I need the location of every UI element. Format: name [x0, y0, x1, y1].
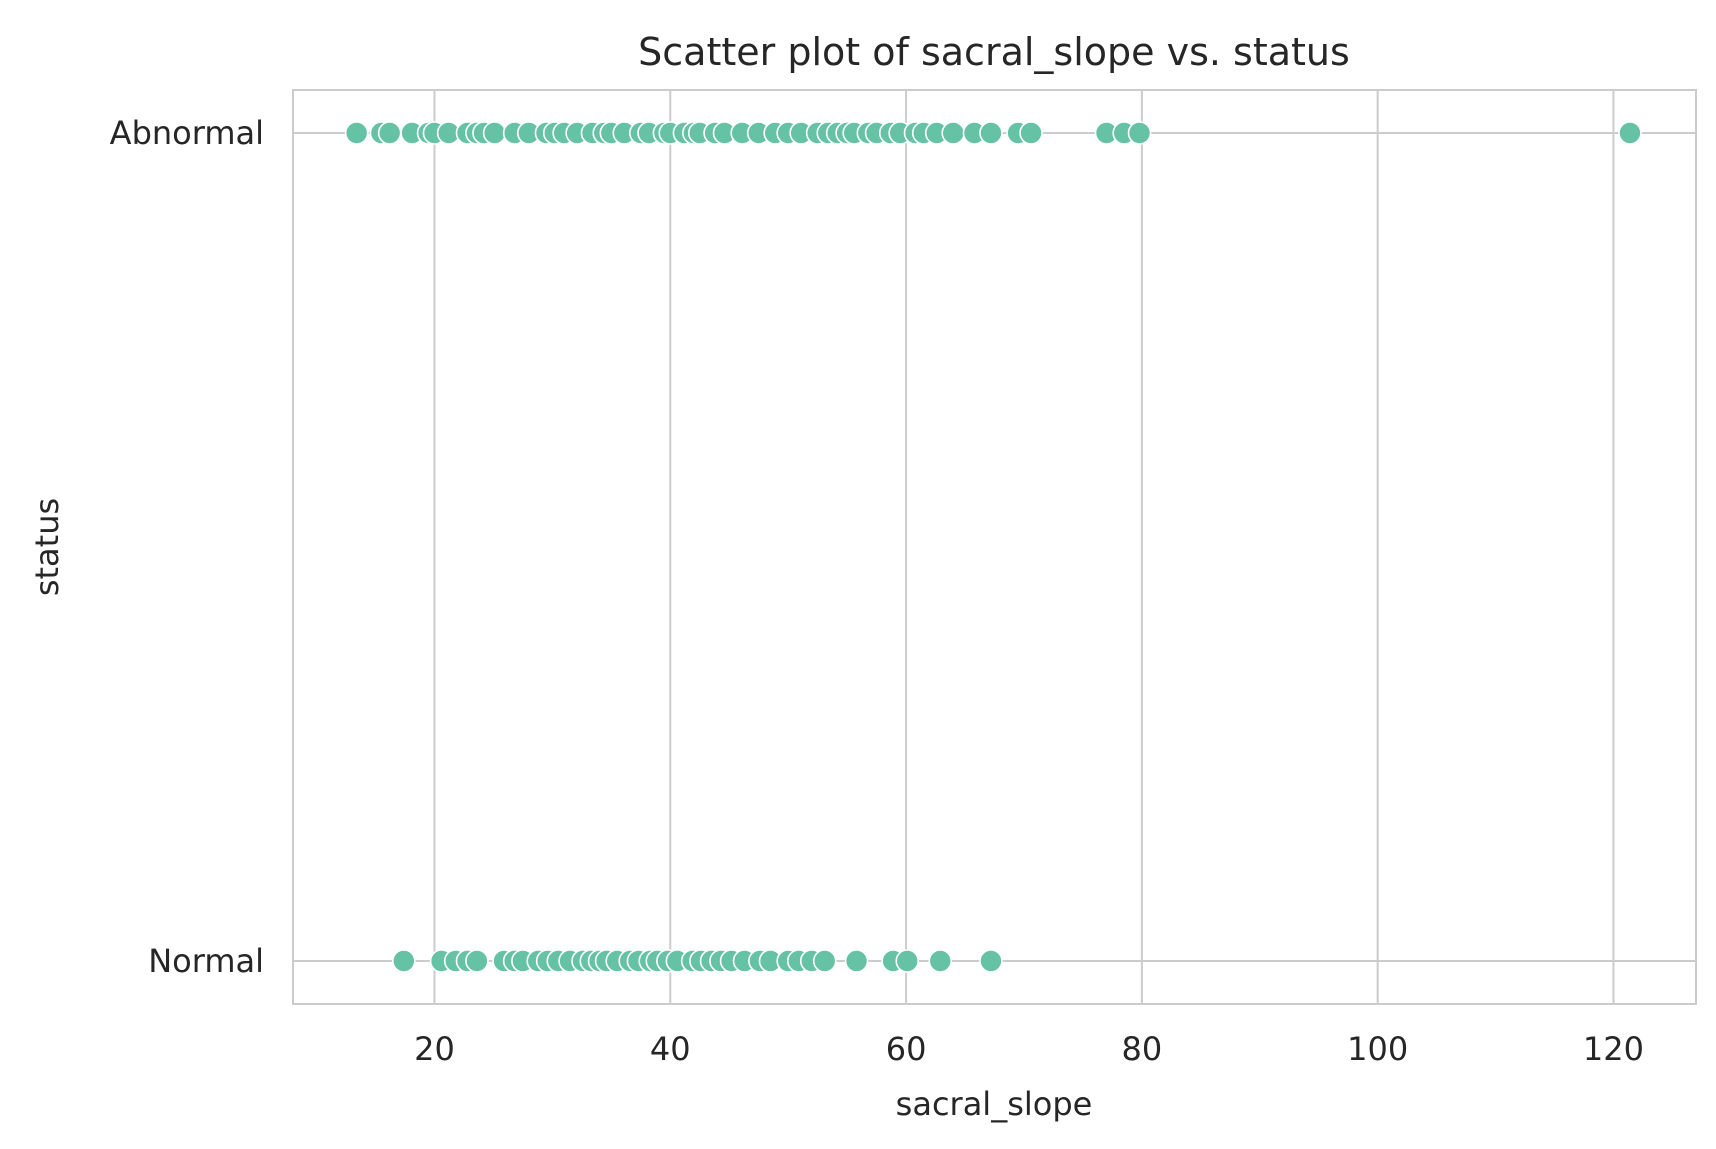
- x-tick-label: 60: [886, 1030, 927, 1068]
- data-point-normal: [465, 949, 489, 973]
- data-point-abnormal: [1019, 121, 1043, 145]
- data-point-normal: [844, 949, 869, 973]
- data-point-normal: [928, 949, 953, 973]
- y-tick-label-normal: Normal: [148, 942, 264, 980]
- data-point-abnormal: [377, 121, 402, 145]
- y-tick-label-abnormal: Abnormal: [110, 114, 264, 152]
- x-tick-label: 40: [650, 1030, 691, 1068]
- data-point-normal: [812, 949, 837, 973]
- data-point-abnormal: [1127, 121, 1152, 145]
- data-points: [344, 121, 1642, 973]
- data-point-normal: [392, 949, 416, 973]
- y-tick-labels: Abnormal Normal: [110, 114, 264, 980]
- plot-frame: [292, 89, 1697, 1005]
- data-point-abnormal: [344, 121, 369, 145]
- chart-title: Scatter plot of sacral_slope vs. status: [638, 30, 1350, 74]
- x-tick-labels: 20 40 60 80 100 120: [414, 1030, 1644, 1068]
- data-point-abnormal: [979, 121, 1003, 145]
- x-tick-label: 20: [414, 1030, 455, 1068]
- data-point-normal: [979, 949, 1003, 973]
- x-axis-label: sacral_slope: [896, 1085, 1093, 1123]
- data-point-abnormal: [1618, 121, 1642, 145]
- x-tick-label: 120: [1583, 1030, 1644, 1068]
- y-axis-label: status: [28, 498, 66, 596]
- data-point-abnormal: [482, 121, 507, 145]
- x-tick-label: 80: [1122, 1030, 1163, 1068]
- x-tick-label: 100: [1347, 1030, 1408, 1068]
- data-point-abnormal: [941, 121, 966, 145]
- data-point-normal: [895, 949, 920, 973]
